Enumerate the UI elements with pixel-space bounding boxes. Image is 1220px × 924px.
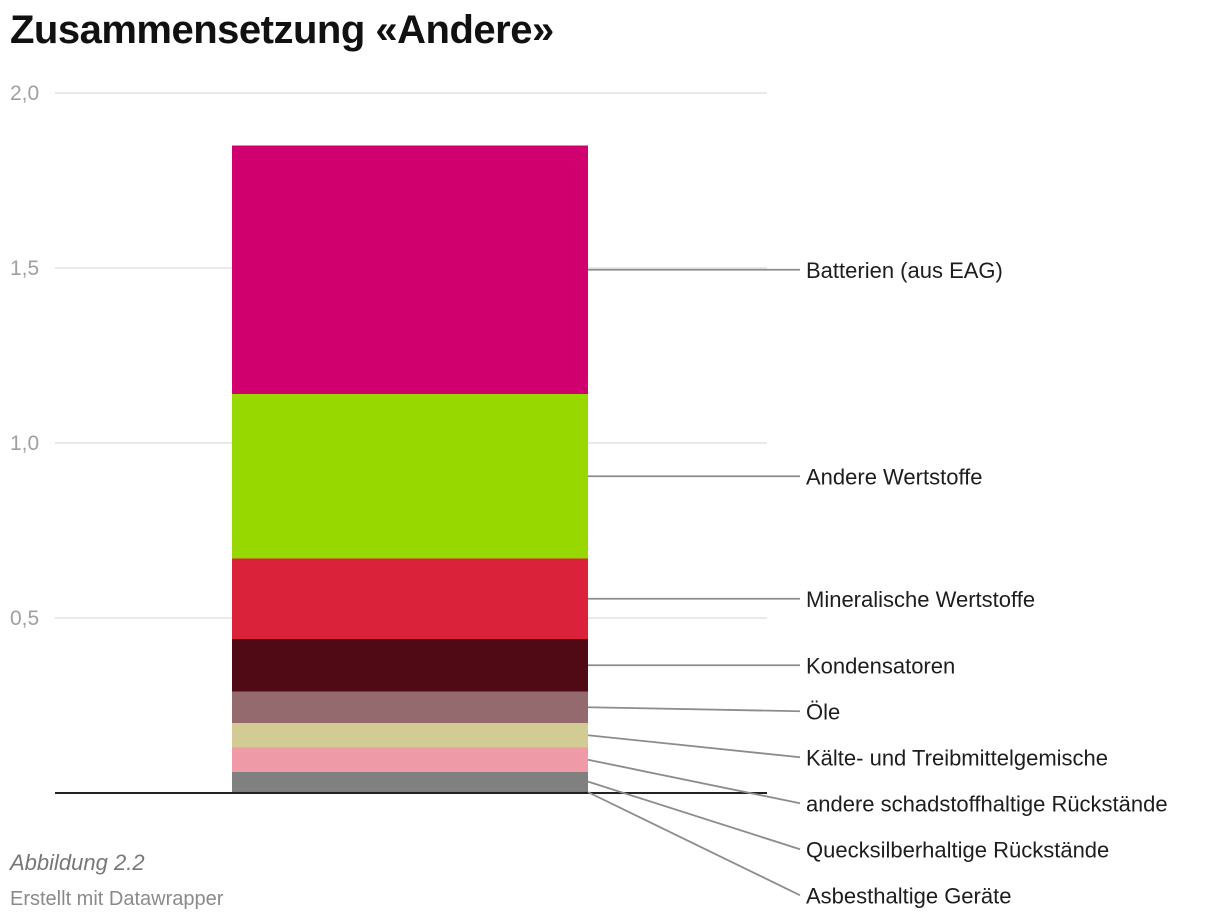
source-credit: Erstellt mit Datawrapper [10,888,224,910]
bar-segment-mineralische-wertstoffe [232,558,588,639]
bar-segment-quecksilberhaltige-rückstände [232,772,588,792]
bar-segment-öle [232,691,588,723]
stacked-bar [232,145,588,793]
bar-segment-kälte-und-treibmittelgemische [232,723,588,748]
y-tick-label: 0,5 [10,607,39,630]
segment-label: Mineralische Wertstoffe [806,587,1035,612]
segment-label: Quecksilberhaltige Rückstände [806,837,1109,862]
chart-title: Zusammensetzung «Andere» [10,8,554,52]
leader-line [587,734,801,759]
segment-label: Andere Wertstoffe [806,464,983,489]
leader-line [587,780,801,851]
y-tick-label: 2,0 [10,82,39,105]
segment-label: Öle [806,699,840,724]
bar-segment-batterien-aus-eag [232,145,588,394]
segment-label: andere schadstoffhaltige Rückstände [806,791,1168,816]
figure-note: Abbildung 2.2 [10,850,145,875]
leader-line [587,706,801,713]
y-tick-label: 1,0 [10,432,39,455]
bar-segment-andere-schadstoffhaltige-rückstände [232,747,588,772]
segment-label: Asbesthaltige Geräte [806,883,1011,908]
segment-labels: Batterien (aus EAG) Andere Wertstoffe Mine… [806,258,1168,909]
leader-line [587,758,801,805]
segment-label: Batterien (aus EAG) [806,258,1003,283]
label-leader-lines [587,268,801,897]
bar-segment-kondensatoren [232,639,588,692]
bar-segment-andere-wertstoffe [232,394,588,559]
segment-label: Kälte- und Treibmittelgemische [806,745,1108,770]
leader-line [587,791,801,897]
y-tick-label: 1,5 [10,257,39,280]
segment-label: Kondensatoren [806,653,955,678]
